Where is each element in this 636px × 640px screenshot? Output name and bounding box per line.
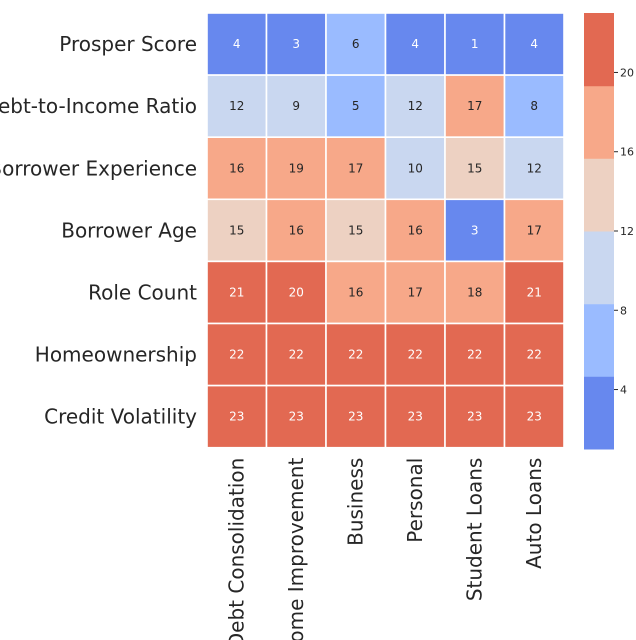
colorbar-tick-label: 8	[620, 304, 627, 317]
cell-value-label: 12	[229, 99, 244, 113]
cell-value-label: 22	[527, 348, 542, 362]
cell-value-label: 5	[352, 99, 360, 113]
row-label: Prosper Score	[59, 32, 197, 56]
heatmap-cell	[444, 260, 506, 325]
colorbar-tick-label: 4	[620, 384, 627, 397]
heatmap-cell	[265, 384, 327, 449]
colorbar-tick-label: 20	[620, 66, 634, 79]
heatmap-cell	[503, 198, 565, 263]
row-label: Role Count	[88, 280, 197, 304]
row-label: Homeownership	[35, 343, 197, 367]
cell-value-label: 18	[467, 285, 482, 299]
cell-value-label: 4	[233, 37, 241, 51]
cell-value-label: 17	[348, 161, 363, 175]
heatmap-cells: 4 3 6 4 1 4 12 9 5 12 17 8 16 19 17 10 15 12 15 16 15 16 3 17 21…	[206, 12, 565, 449]
cell-value-label: 4	[411, 37, 419, 51]
heatmap-cell	[503, 74, 565, 138]
cell-value-label: 22	[408, 348, 423, 362]
row-label: Borrower Experience	[0, 156, 197, 180]
heatmap-cell	[384, 384, 446, 449]
column-label: Business	[344, 458, 368, 546]
heatmap-cell	[384, 74, 446, 138]
cell-value-label: 3	[471, 223, 479, 237]
cell-value-label: 6	[352, 37, 360, 51]
cell-value-label: 20	[289, 285, 304, 299]
heatmap-cell	[325, 260, 387, 325]
heatmap-cell	[206, 12, 268, 76]
cell-value-label: 23	[348, 410, 363, 424]
column-label: Student Loans	[463, 458, 487, 601]
cell-value-label: 12	[527, 161, 542, 175]
cell-value-label: 17	[527, 223, 542, 237]
cell-value-label: 16	[289, 223, 304, 237]
cell-value-label: 22	[467, 348, 482, 362]
cell-value-label: 21	[229, 285, 244, 299]
cell-value-label: 19	[289, 161, 304, 175]
heatmap-cell	[444, 198, 506, 263]
column-label: Debt Consolidation	[225, 458, 249, 640]
colorbar: 4 8 12 16 20	[584, 13, 634, 450]
colorbar-segment	[584, 376, 614, 450]
cell-value-label: 23	[229, 410, 244, 424]
cell-value-label: 23	[527, 410, 542, 424]
cell-value-label: 4	[530, 37, 538, 51]
column-labels: Debt Consolidation Home Improvement Busine…	[225, 458, 547, 640]
heatmap-cell	[384, 260, 446, 325]
heatmap-cell	[206, 384, 268, 449]
cell-value-label: 3	[292, 37, 300, 51]
cell-value-label: 15	[348, 223, 363, 237]
heatmap-cell	[265, 198, 327, 263]
heatmap-cell	[503, 322, 565, 387]
colorbar-segment	[584, 231, 614, 305]
row-label: Debt-to-Income Ratio	[0, 94, 197, 118]
heatmap-cell	[503, 12, 565, 76]
cell-value-label: 23	[408, 410, 423, 424]
cell-value-label: 1	[471, 37, 479, 51]
cell-value-label: 22	[229, 348, 244, 362]
cell-value-label: 17	[467, 99, 482, 113]
colorbar-tick-label: 12	[620, 225, 634, 238]
cell-value-label: 16	[348, 285, 363, 299]
row-label: Credit Volatility	[44, 405, 197, 429]
heatmap-cell	[444, 136, 506, 201]
heatmap-cell	[503, 384, 565, 449]
colorbar-segment	[584, 85, 614, 159]
heatmap-cell	[206, 322, 268, 387]
cell-value-label: 22	[289, 348, 304, 362]
cell-value-label: 23	[467, 410, 482, 424]
cell-value-label: 22	[348, 348, 363, 362]
colorbar-tick-label: 16	[620, 146, 634, 159]
heatmap-cell	[503, 260, 565, 325]
cell-value-label: 16	[408, 223, 423, 237]
column-label: Auto Loans	[522, 458, 546, 569]
cell-value-label: 9	[292, 99, 300, 113]
heatmap-cell	[384, 198, 446, 263]
heatmap-cell	[265, 136, 327, 201]
cell-value-label: 21	[527, 285, 542, 299]
colorbar-segment	[584, 13, 614, 87]
cell-value-label: 10	[408, 161, 423, 175]
heatmap-cell	[503, 136, 565, 201]
column-label: Home Improvement	[284, 458, 308, 640]
column-label: Personal	[403, 458, 427, 543]
heatmap-cell	[206, 198, 268, 263]
row-labels: Prosper Score Debt-to-Income Ratio Borrowe…	[0, 32, 197, 429]
heatmap-cell	[265, 74, 327, 138]
row-label: Borrower Age	[61, 218, 197, 242]
colorbar-segment	[584, 303, 614, 377]
cell-value-label: 12	[408, 99, 423, 113]
heatmap-cell	[265, 12, 327, 76]
heatmap-cell	[444, 384, 506, 449]
cell-value-label: 15	[467, 161, 482, 175]
cell-value-label: 8	[530, 99, 538, 113]
cell-value-label: 15	[229, 223, 244, 237]
cell-value-label: 16	[229, 161, 244, 175]
colorbar-segment	[584, 158, 614, 232]
cell-value-label: 23	[289, 410, 304, 424]
heatmap-cell	[384, 136, 446, 201]
cell-value-label: 17	[408, 285, 423, 299]
heatmap-cell	[325, 198, 387, 263]
